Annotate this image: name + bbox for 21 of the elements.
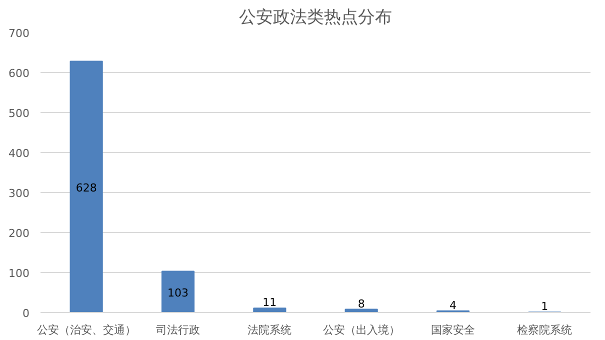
x-tick-label: 法院系统 bbox=[248, 324, 292, 336]
y-tick-label: 0 bbox=[22, 307, 30, 320]
y-tick-label: 300 bbox=[8, 187, 30, 200]
x-tick-label: 检察院系统 bbox=[517, 324, 572, 336]
chart-title: 公安政法类热点分布 bbox=[239, 8, 392, 28]
data-label: 628 bbox=[76, 181, 97, 194]
data-label: 4 bbox=[450, 298, 456, 312]
data-label: 8 bbox=[358, 297, 365, 310]
x-tick-label: 公安（治安、交通） bbox=[36, 324, 136, 336]
data-label: 103 bbox=[168, 286, 188, 300]
y-tick-label: 600 bbox=[8, 67, 30, 80]
y-tick-label: 400 bbox=[8, 147, 30, 160]
data-label: 1 bbox=[541, 300, 548, 314]
y-tick-label: 700 bbox=[8, 27, 30, 40]
x-tick-label: 公安（出入境） bbox=[322, 324, 400, 336]
x-tick-label: 国家安全 bbox=[431, 324, 475, 336]
y-tick-label: 100 bbox=[8, 267, 30, 280]
y-tick-label: 200 bbox=[8, 227, 30, 240]
x-tick-label: 司法行政 bbox=[156, 324, 200, 336]
data-label: 11 bbox=[262, 296, 277, 310]
y-tick-label: 500 bbox=[8, 107, 30, 120]
